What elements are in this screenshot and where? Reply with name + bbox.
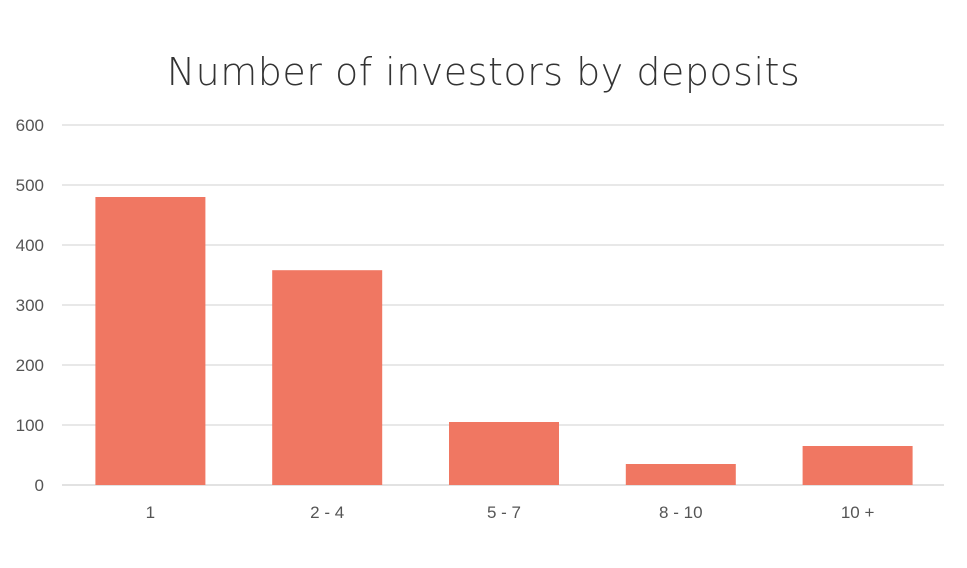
bars — [95, 197, 913, 485]
x-tick-label: 10 + — [841, 503, 875, 522]
y-tick-label: 200 — [16, 356, 44, 375]
bar — [95, 197, 206, 485]
bar — [625, 464, 736, 485]
x-axis-tick-labels: 1 2 - 4 5 - 7 8 - 10 10 + — [146, 503, 875, 522]
y-tick-label: 0 — [35, 476, 44, 495]
x-tick-label: 8 - 10 — [659, 503, 702, 522]
x-tick-label: 2 - 4 — [310, 503, 344, 522]
y-tick-label: 400 — [16, 236, 44, 255]
y-tick-label: 300 — [16, 296, 44, 315]
chart-title: Number of investors by deposits — [166, 50, 801, 94]
x-tick-label: 5 - 7 — [487, 503, 521, 522]
y-tick-label: 600 — [16, 116, 44, 135]
y-tick-label: 100 — [16, 416, 44, 435]
y-axis-tick-labels: 0 100 200 300 400 500 600 — [16, 116, 44, 495]
bar — [449, 422, 559, 485]
bar — [272, 270, 383, 485]
bar — [802, 446, 913, 485]
x-tick-label: 1 — [146, 503, 155, 522]
y-tick-label: 500 — [16, 176, 44, 195]
